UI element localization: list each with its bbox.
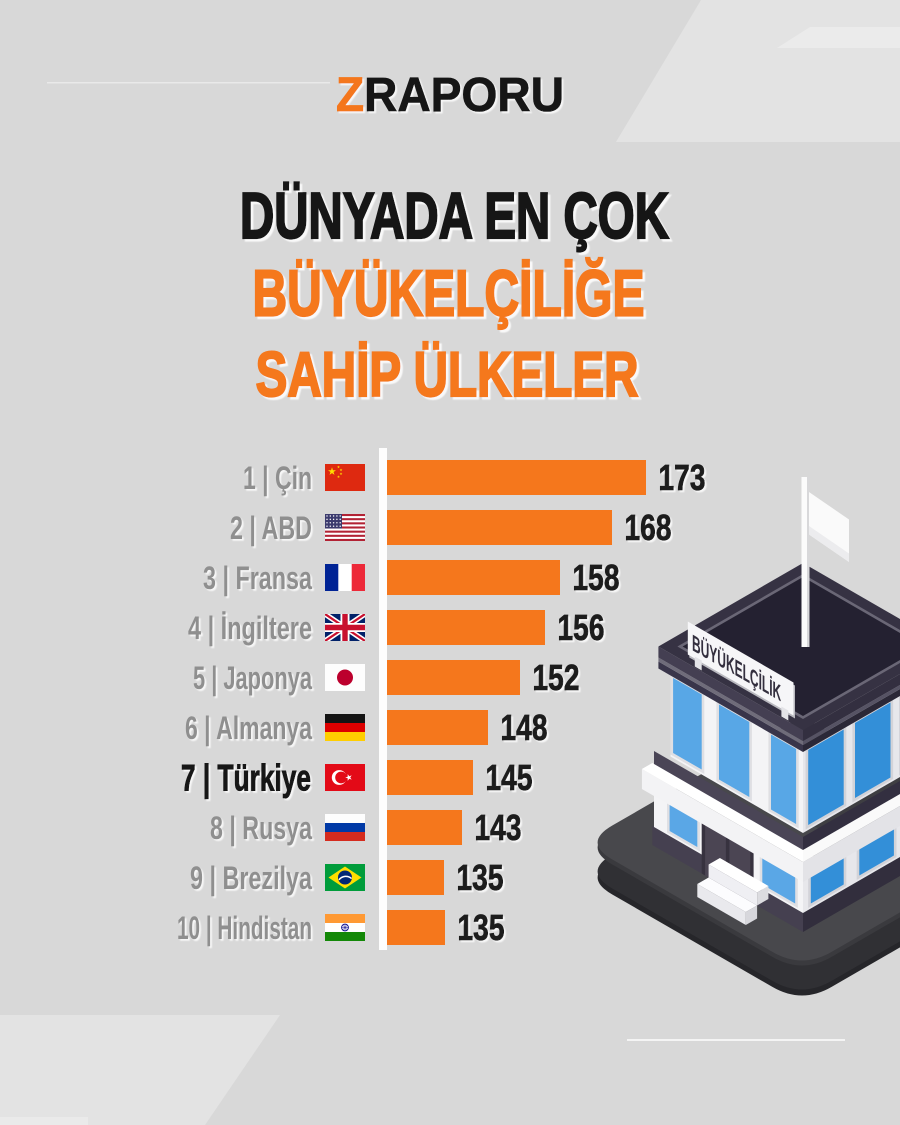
svg-text:148: 148 bbox=[501, 707, 548, 748]
svg-text:7 | Türkiye: 7 | Türkiye bbox=[181, 758, 311, 800]
svg-text:145: 145 bbox=[486, 757, 533, 798]
svg-text:152: 152 bbox=[533, 657, 580, 698]
svg-text:173: 173 bbox=[659, 457, 706, 498]
svg-text:DÜNYADA EN ÇOK: DÜNYADA EN ÇOK bbox=[240, 179, 669, 252]
svg-text:4 | İngiltere: 4 | İngiltere bbox=[188, 610, 312, 646]
svg-text:168: 168 bbox=[625, 507, 672, 548]
svg-text:156: 156 bbox=[558, 607, 605, 648]
svg-text:5 | Japonya: 5 | Japonya bbox=[193, 660, 312, 696]
svg-text:2 | ABD: 2 | ABD bbox=[230, 510, 312, 546]
svg-text:9 | Brezilya: 9 | Brezilya bbox=[190, 860, 312, 896]
svg-text:ZRAPORU: ZRAPORU bbox=[336, 69, 564, 122]
svg-text:BÜYÜKELÇİLİK: BÜYÜKELÇİLİK bbox=[692, 629, 781, 707]
svg-text:3 | Fransa: 3 | Fransa bbox=[203, 560, 312, 596]
svg-text:158: 158 bbox=[573, 557, 620, 598]
svg-text:8 | Rusya: 8 | Rusya bbox=[210, 810, 312, 846]
svg-text:143: 143 bbox=[475, 807, 522, 848]
svg-text:6 | Almanya: 6 | Almanya bbox=[185, 710, 312, 746]
svg-text:135: 135 bbox=[457, 857, 504, 898]
svg-text:10 | Hindistan: 10 | Hindistan bbox=[177, 910, 312, 946]
svg-text:135: 135 bbox=[458, 907, 505, 948]
svg-text:SAHİP ÜLKELER: SAHİP ÜLKELER bbox=[256, 340, 639, 410]
svg-text:BÜYÜKELÇİLİĞE: BÜYÜKELÇİLİĞE bbox=[253, 257, 645, 330]
svg-text:1 | Çin: 1 | Çin bbox=[243, 460, 312, 496]
